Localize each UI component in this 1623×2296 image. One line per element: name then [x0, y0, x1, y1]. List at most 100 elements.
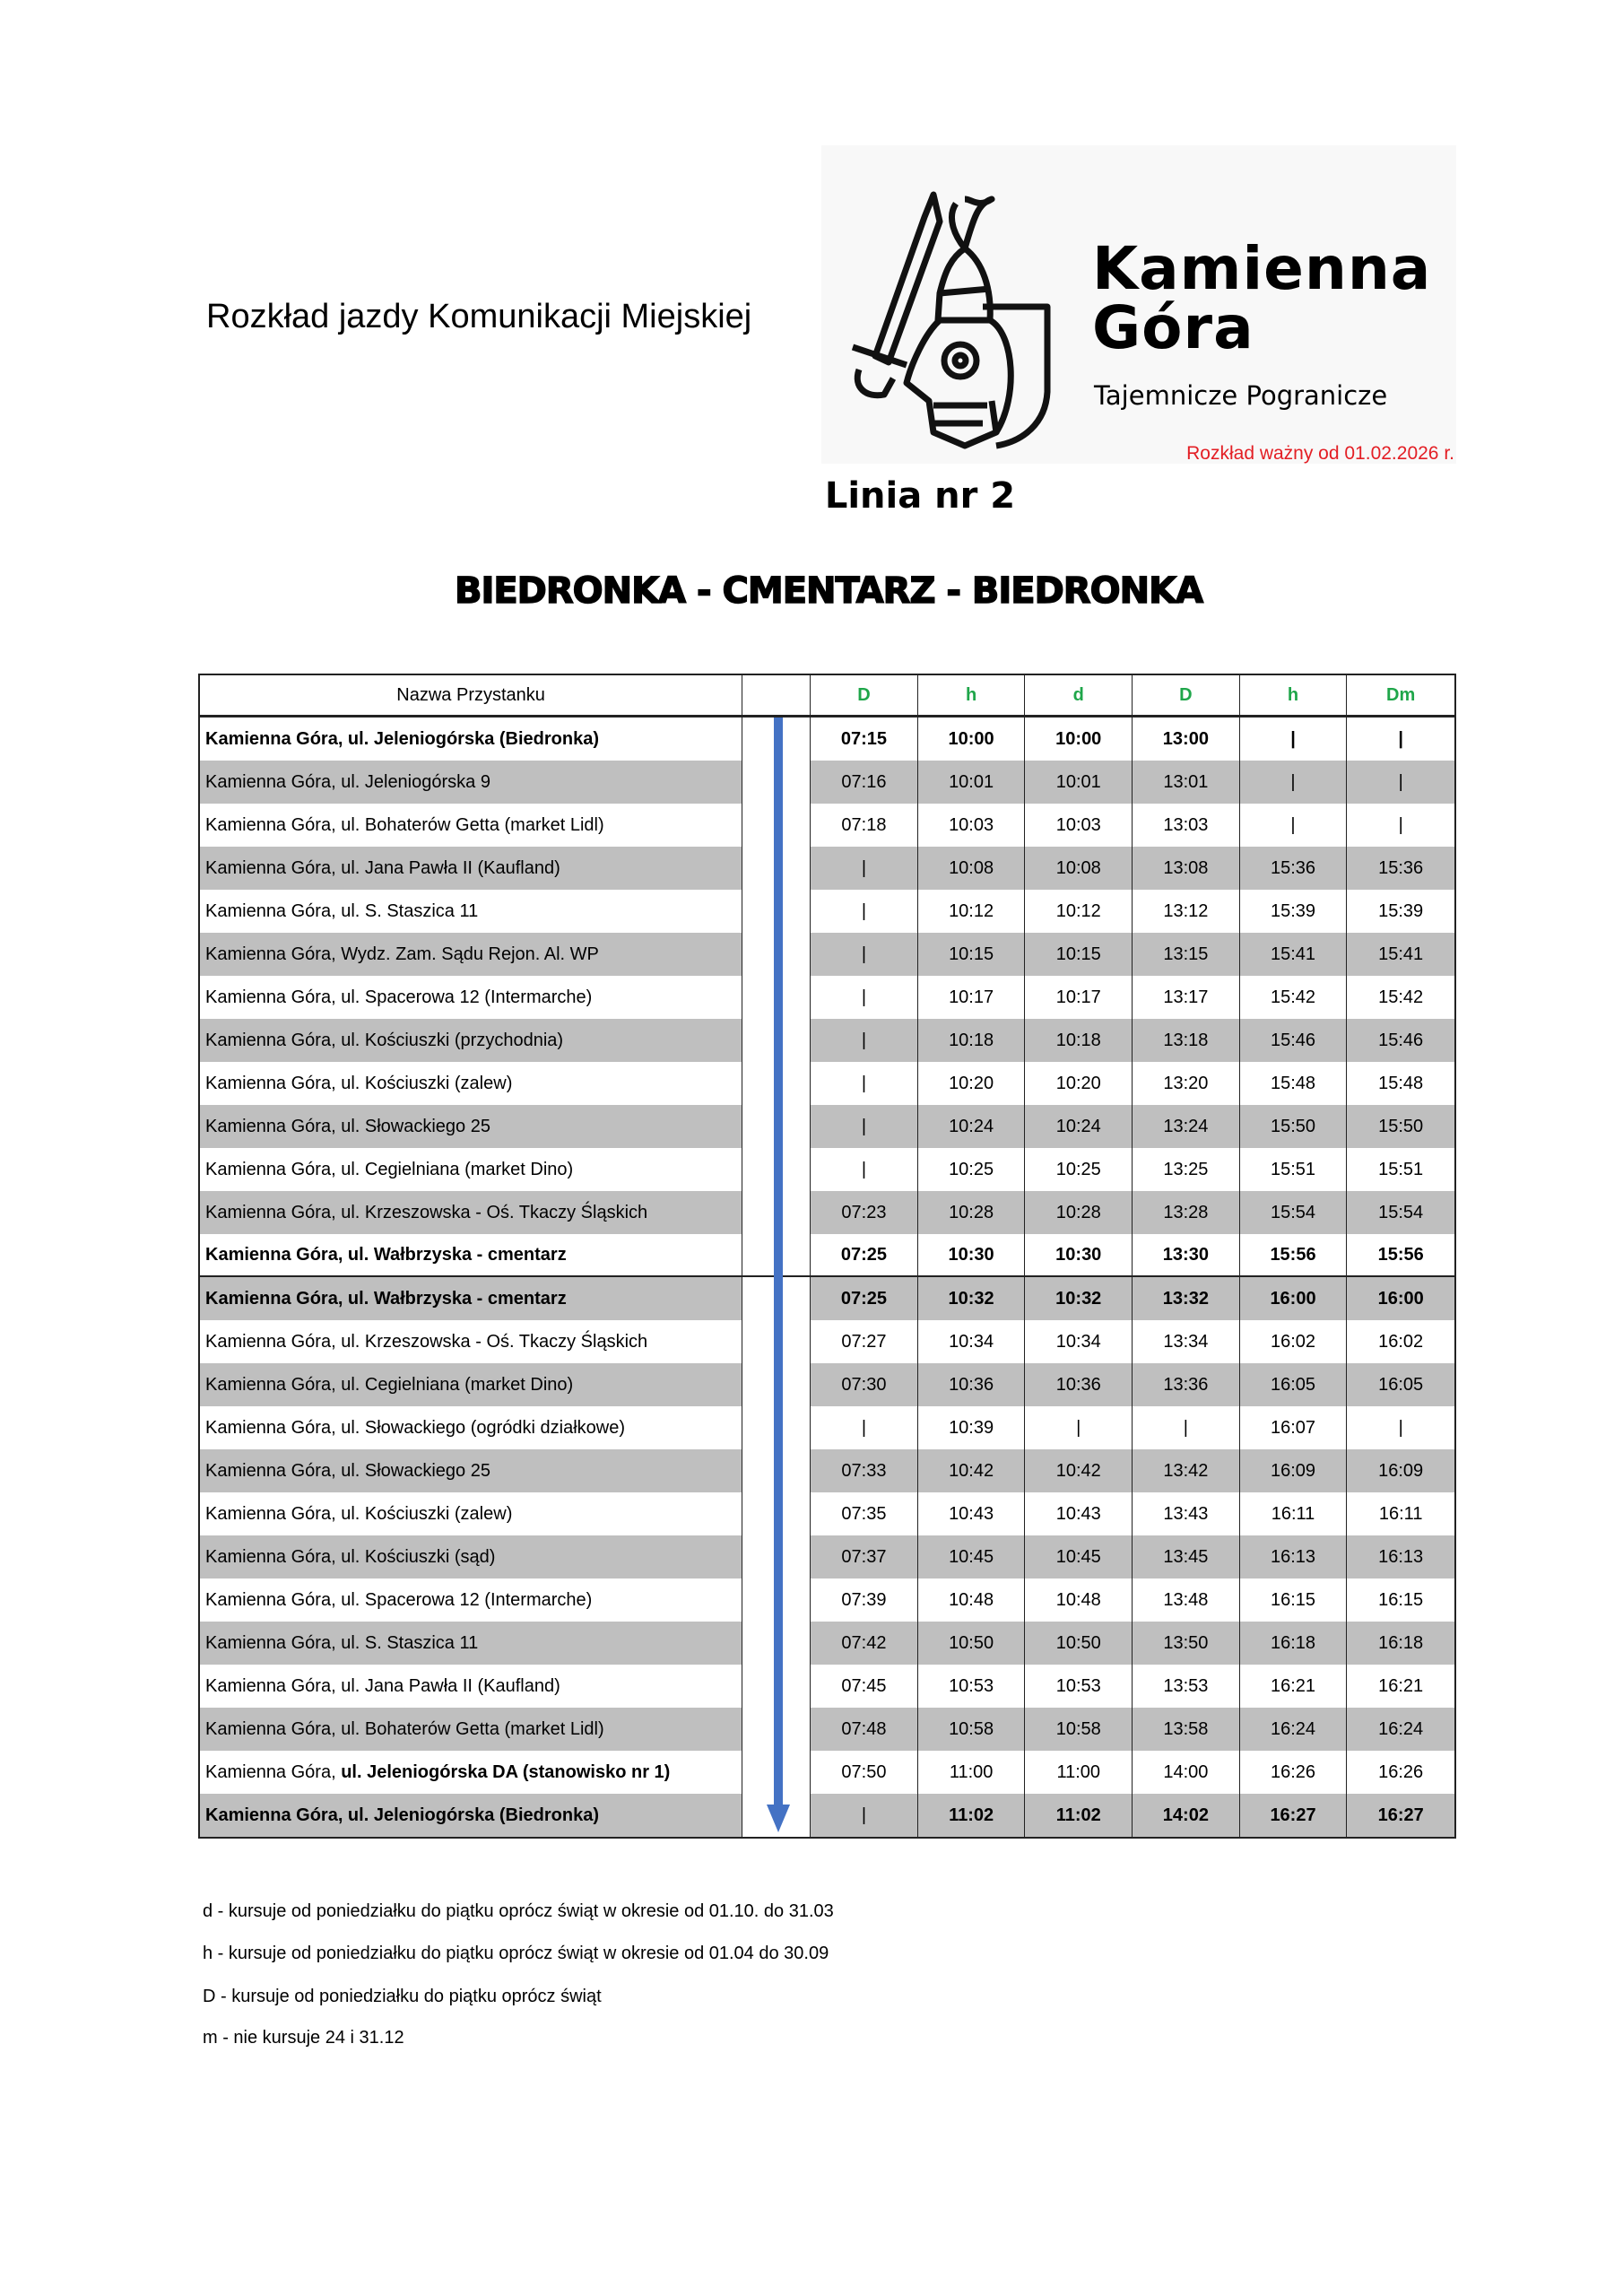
- stop-name: Kamienna Góra, ul. Wałbrzyska - cmentarz: [200, 1277, 743, 1320]
- departure-time: 15:56: [1240, 1234, 1348, 1275]
- departure-time: 10:25: [1025, 1148, 1133, 1191]
- departure-time: 07:33: [811, 1449, 918, 1492]
- stop-name: Kamienna Góra, ul. Bohaterów Getta (mark…: [200, 804, 743, 847]
- table-row: Kamienna Góra, ul. Jana Pawła II (Kaufla…: [200, 1665, 1454, 1708]
- table-row: Kamienna Góra, ul. Kościuszki (przychodn…: [200, 1019, 1454, 1062]
- departure-time: 15:50: [1347, 1105, 1454, 1148]
- departure-time: 16:02: [1240, 1320, 1348, 1363]
- departure-time: 16:13: [1239, 1535, 1348, 1578]
- departure-time: 13:34: [1133, 1320, 1240, 1363]
- table-row: Kamienna Góra, ul. Słowackiego (ogródki …: [200, 1406, 1454, 1449]
- table-row: Kamienna Góra, ul. Krzeszowska - Oś. Tka…: [200, 1191, 1454, 1234]
- departure-time: 16:15: [1240, 1578, 1348, 1622]
- departure-time: 16:07: [1240, 1406, 1348, 1449]
- column-header: D: [811, 675, 918, 715]
- stop-name: Kamienna Góra, ul. Krzeszowska - Oś. Tka…: [200, 1191, 743, 1234]
- departure-time: 10:34: [918, 1320, 1026, 1363]
- departure-time: 16:27: [1347, 1794, 1454, 1837]
- departure-time: |: [1133, 1406, 1240, 1449]
- table-row: Kamienna Góra, ul. Spacerowa 12 (Interma…: [200, 1578, 1454, 1622]
- departure-time: 11:02: [917, 1794, 1026, 1837]
- departure-time: 07:39: [811, 1578, 918, 1622]
- departure-time: 10:36: [917, 1363, 1026, 1406]
- footnote-d: d - kursuje od poniedziałku do piątku op…: [203, 1901, 834, 1921]
- city-logo: Kamienna Góra Tajemnicze Pogranicze: [821, 145, 1456, 464]
- departure-time: |: [1347, 761, 1454, 804]
- departure-time: 13:20: [1133, 1062, 1240, 1105]
- table-row: Kamienna Góra, ul. Kościuszki (sąd) 07:37…: [200, 1535, 1454, 1578]
- departure-time: |: [811, 1794, 918, 1837]
- footnote-m: m - nie kursuje 24 i 31.12: [203, 2028, 404, 2048]
- departure-time: 16:21: [1378, 1675, 1424, 1696]
- stop-name-text: Kamienna Góra, ul. Krzeszowska - Oś. Tka…: [205, 1331, 648, 1352]
- departure-time: 10:43: [1025, 1492, 1133, 1535]
- departure-time: 10:32: [917, 1277, 1026, 1320]
- departure-time: 10:30: [1025, 1234, 1133, 1275]
- table-row: Kamienna Góra, ul. Bohaterów Getta (mark…: [200, 1708, 1454, 1751]
- column-header: d: [1025, 675, 1133, 715]
- stop-name: Kamienna Góra, ul. Słowackiego 25: [200, 1105, 743, 1148]
- stop-name-text: Kamienna Góra, ul. Kościuszki (zalew): [205, 1073, 513, 1093]
- departure-time: |: [811, 847, 918, 890]
- departure-time: 13:03: [1133, 804, 1240, 847]
- departure-time: 13:30: [1133, 1234, 1240, 1275]
- departure-time: |: [811, 1019, 918, 1062]
- logo-name-line1: Kamienna: [1092, 234, 1432, 303]
- departure-time: 13:15: [1133, 933, 1240, 976]
- stop-name: Kamienna Góra, ul. Cegielniana (market D…: [200, 1148, 743, 1191]
- departure-time: 15:42: [1378, 987, 1424, 1007]
- departure-time: 10:34: [1025, 1320, 1133, 1363]
- stop-name: Kamienna Góra, ul. S. Staszica 11: [200, 1622, 743, 1665]
- departure-time: 10:24: [1025, 1105, 1133, 1148]
- departure-time: 13:25: [1133, 1148, 1240, 1191]
- departure-time: 07:45: [811, 1665, 918, 1708]
- departure-time: 16:00: [1239, 1277, 1348, 1320]
- departure-time: 13:50: [1133, 1622, 1240, 1665]
- footnote-D: D - kursuje od poniedziałku do piątku op…: [203, 1987, 602, 2006]
- departure-time: 10:50: [1025, 1622, 1133, 1665]
- departure-time: |: [1239, 761, 1348, 804]
- knight-emblem-icon: [851, 191, 1051, 449]
- table-row: Kamienna Góra, ul. Słowackiego 25 07:33 10…: [200, 1449, 1454, 1492]
- departure-time: 16:02: [1378, 1331, 1424, 1352]
- stop-name-text: Kamienna Góra, ul. Słowackiego 25: [205, 1116, 490, 1136]
- table-row: Kamienna Góra, ul. Jeleniogórska DA (sta…: [200, 1751, 1454, 1794]
- departure-time: |: [811, 933, 918, 976]
- stop-name: Kamienna Góra, ul. Jana Pawła II (Kaufla…: [200, 847, 743, 890]
- departure-time: 15:51: [1240, 1148, 1348, 1191]
- departure-time: 13:01: [1133, 761, 1240, 804]
- departure-time: |: [811, 976, 918, 1019]
- departure-time: |: [1025, 1406, 1133, 1449]
- departure-time: 15:39: [1378, 900, 1424, 921]
- departure-time: 10:45: [917, 1535, 1026, 1578]
- departure-time: 10:32: [1025, 1277, 1133, 1320]
- departure-time: 10:28: [917, 1191, 1026, 1234]
- departure-time: 16:15: [1378, 1589, 1424, 1610]
- stop-name: Kamienna Góra, ul. Cegielniana (market D…: [200, 1363, 743, 1406]
- departure-time: 10:08: [1025, 847, 1133, 890]
- table-row: Kamienna Góra, ul. Jeleniogórska (Biedro…: [200, 718, 1454, 761]
- column-header: D: [1133, 675, 1240, 715]
- line-number: Linia nr 2: [824, 475, 1016, 517]
- table-row: Kamienna Góra, ul. Słowackiego 25 | 10:24 1…: [200, 1105, 1454, 1148]
- departure-time: 10:53: [1025, 1665, 1133, 1708]
- departure-time: 16:11: [1240, 1492, 1348, 1535]
- departure-time: 16:05: [1347, 1363, 1454, 1406]
- stop-name: Kamienna Góra, ul. Jeleniogórska DA (sta…: [200, 1751, 743, 1794]
- stop-name: Kamienna Góra, ul. Spacerowa 12 (Interma…: [200, 976, 743, 1019]
- logo-city-name: Kamienna Góra: [1092, 239, 1431, 358]
- stop-name-text: Kamienna Góra, ul. Kościuszki (przychodn…: [205, 1030, 564, 1050]
- stop-name-text: Kamienna Góra, ul. Kościuszki (zalew): [205, 1503, 513, 1524]
- stop-name-text: Kamienna Góra, ul. Jeleniogórska 9: [205, 771, 490, 792]
- table-row: Kamienna Góra, ul. Wałbrzyska - cmentarz…: [200, 1234, 1454, 1277]
- departure-time: 07:23: [811, 1191, 918, 1234]
- departure-time: 15:54: [1347, 1191, 1454, 1234]
- stop-name-text: Kamienna Góra, ul. Cegielniana (market D…: [205, 1374, 574, 1395]
- table-body: Kamienna Góra, ul. Jeleniogórska (Biedro…: [200, 718, 1454, 1837]
- stop-name-text: Kamienna Góra, ul. Jeleniogórska (Biedro…: [205, 728, 600, 749]
- departure-time: 07:30: [811, 1363, 918, 1406]
- departure-time: 11:00: [918, 1751, 1026, 1794]
- departure-time: 10:58: [917, 1708, 1026, 1751]
- direction-arrow-icon: [767, 718, 790, 1832]
- logo-name-line2: Góra: [1092, 293, 1254, 362]
